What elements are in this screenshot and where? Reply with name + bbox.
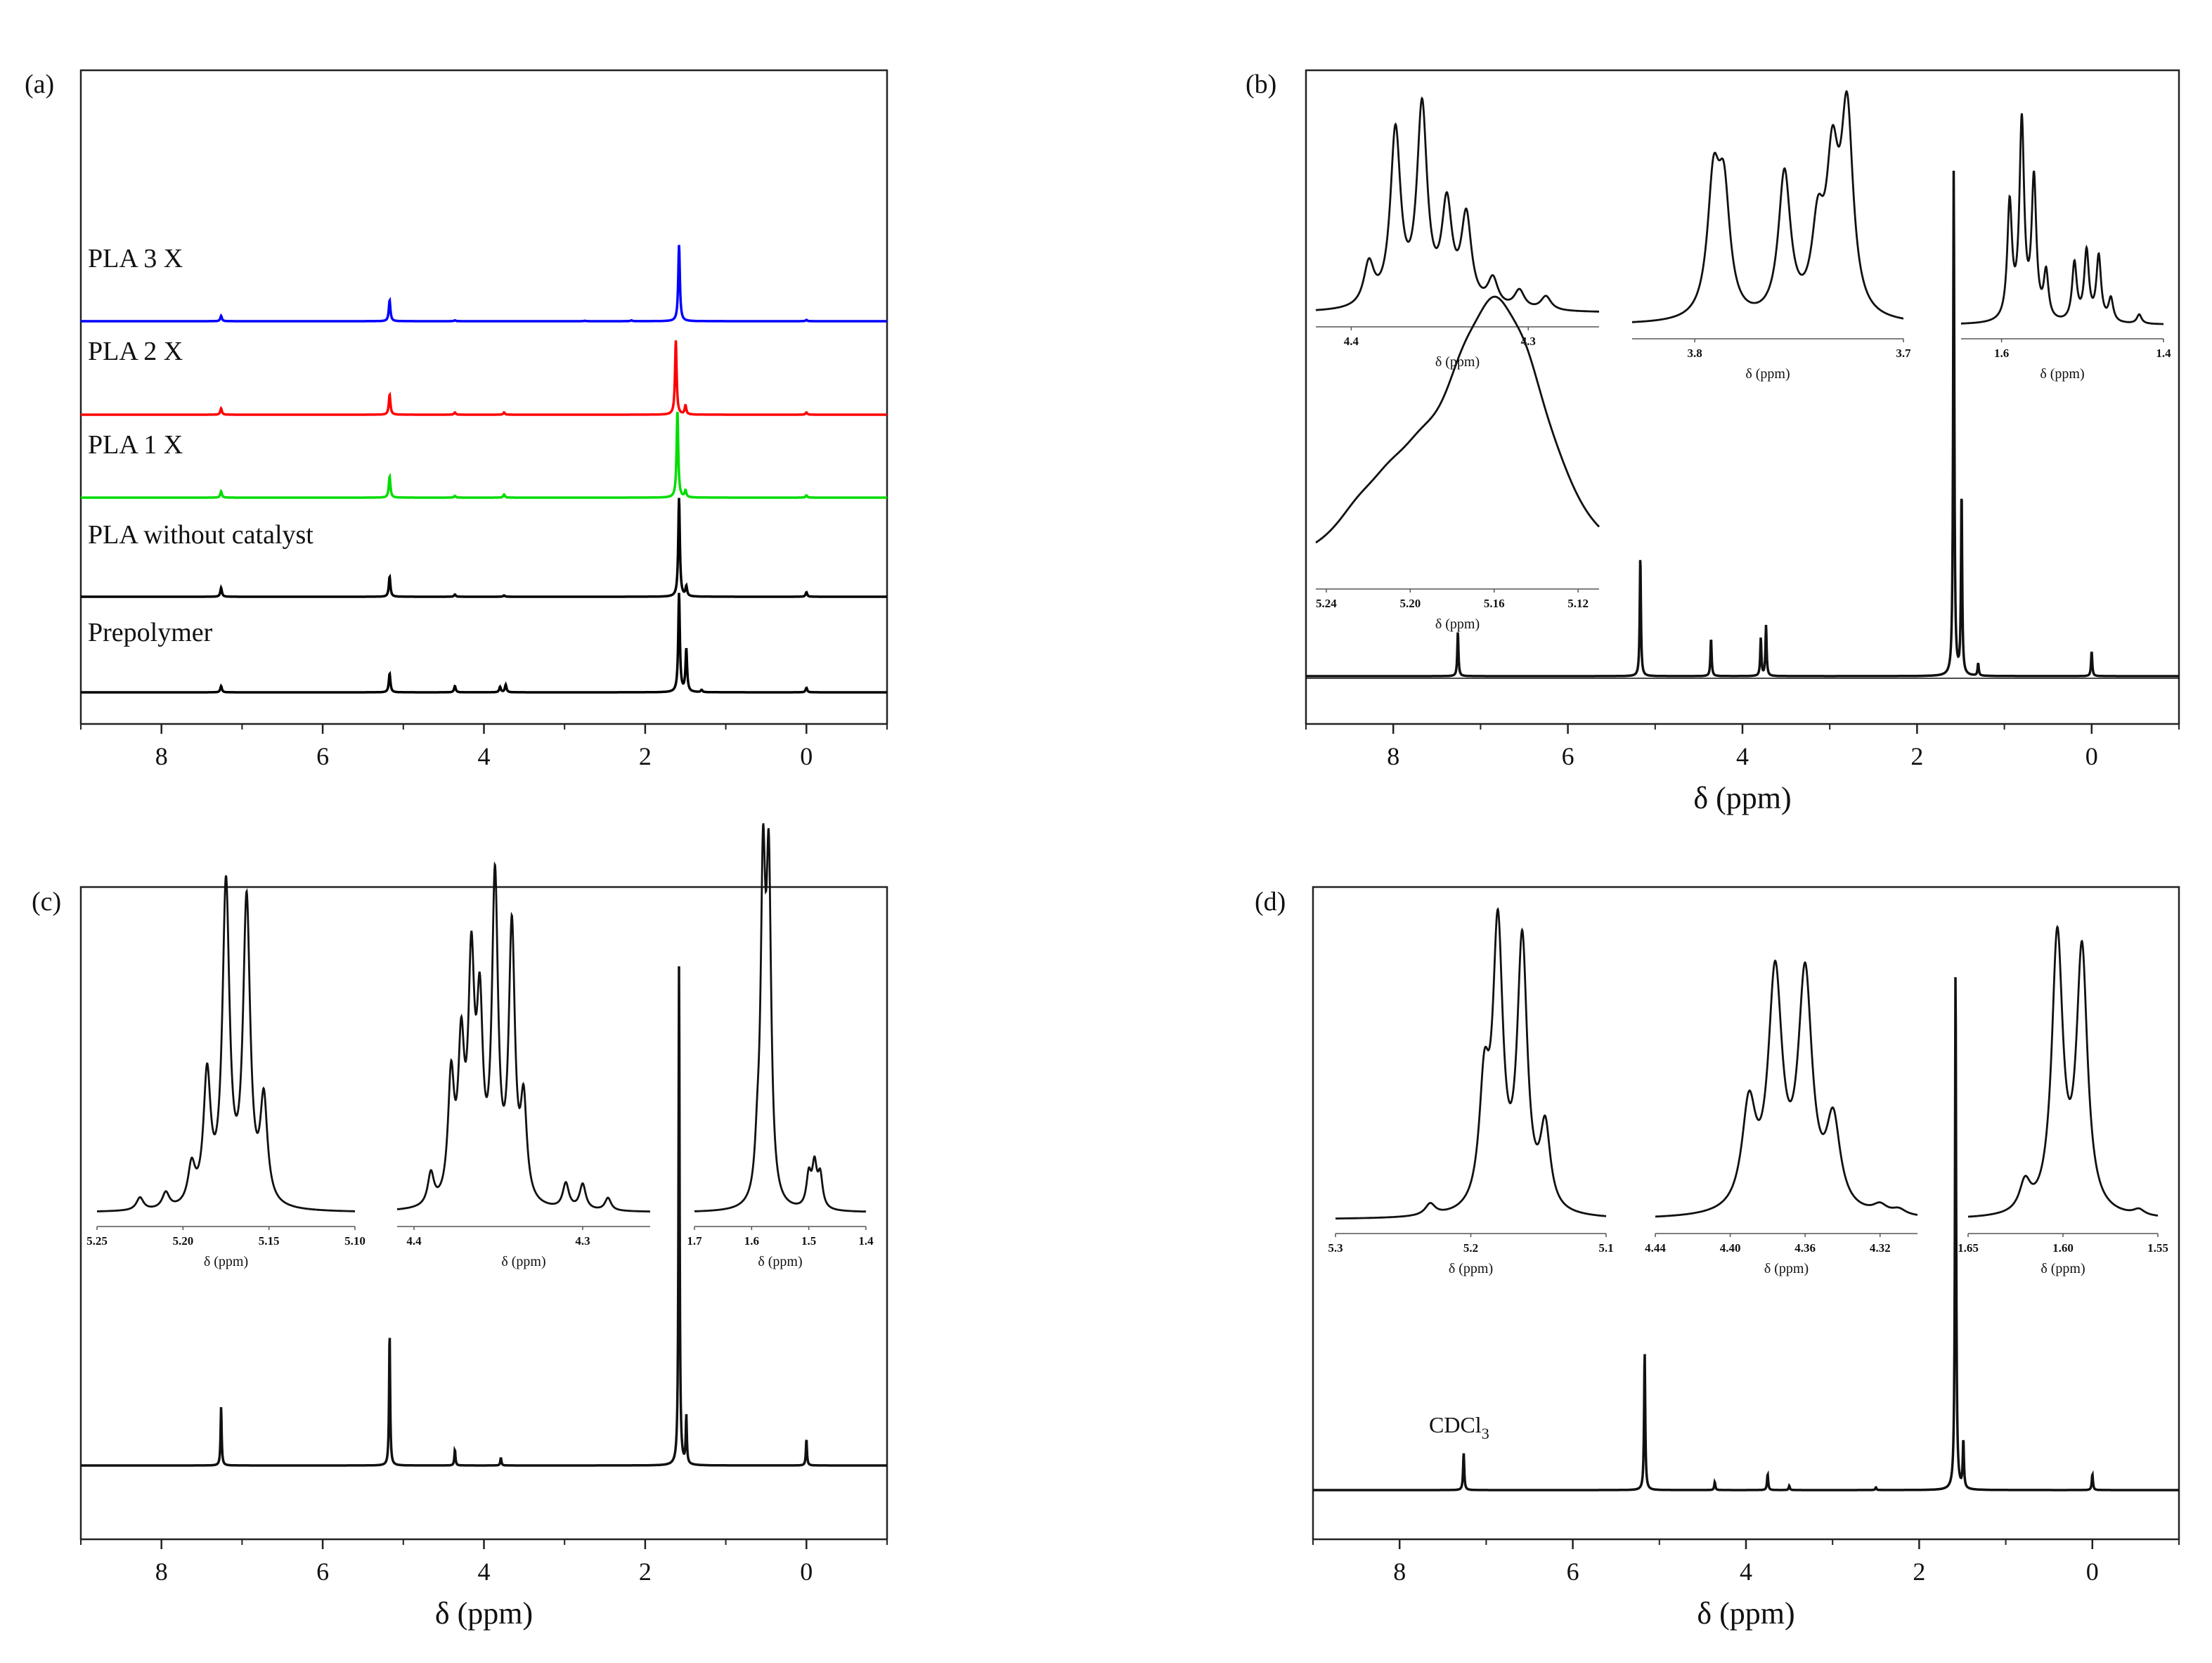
spectrum-line: [1306, 170, 2179, 678]
inset-x-label: δ (ppm): [1449, 1261, 1493, 1276]
series-label: PLA 2 X: [88, 337, 183, 366]
inset-tick-label: 5.24: [1316, 597, 1337, 610]
inset-tick-label: 5.1: [1598, 1241, 1613, 1255]
x-tick-label: 0: [2085, 742, 2098, 770]
panel-label: (c): [32, 887, 61, 917]
series-label: PLA without catalyst: [88, 520, 313, 550]
x-tick-label: 6: [1562, 742, 1574, 770]
panel-d: (d) 8 6 4 2 0 δ (ppm) 5.3 5.2 5.1 δ (ppm) 4.44 4.40 4…: [1255, 886, 2180, 1631]
x-tick-label: 2: [1913, 1558, 1925, 1586]
inset-x-label: δ (ppm): [758, 1254, 802, 1269]
x-tick-label: 2: [1910, 742, 1923, 770]
inset-tick-label: 1.4: [2156, 347, 2171, 360]
x-tick-label: 2: [639, 1558, 652, 1586]
inset-x-label: δ (ppm): [1435, 616, 1480, 632]
inset-tick-label: 5.10: [344, 1234, 366, 1248]
inset-spectrum-line: [1315, 295, 1600, 544]
inset-tick-label: 5.20: [172, 1234, 193, 1248]
inset-tick-label: 5.15: [259, 1234, 280, 1248]
inset-tick-label: 4.4: [406, 1234, 422, 1248]
inset-tick-label: 1.6: [744, 1234, 759, 1248]
inset-tick-label: 1.60: [2052, 1241, 2074, 1255]
panel-label: (a): [25, 70, 54, 99]
x-tick-label: 6: [316, 1558, 329, 1586]
x-tick-label: 0: [800, 1558, 813, 1586]
spectrum-line: [81, 411, 887, 499]
panel-label: (d): [1255, 887, 1286, 917]
x-axis-title: δ (ppm): [1697, 1596, 1794, 1631]
spectrum-line: [81, 593, 887, 694]
x-tick-label: 8: [1387, 742, 1399, 770]
inset-spectrum-line: [1968, 924, 2159, 1218]
inset-tick-label: 5.20: [1399, 597, 1421, 610]
x-tick-label: 0: [800, 742, 813, 770]
x-tick-label: 4: [478, 742, 491, 770]
x-tick-label: 4: [1736, 742, 1749, 770]
inset-spectrum-line: [1961, 113, 2164, 325]
inset-tick-label: 5.3: [1328, 1241, 1343, 1255]
inset-x-label: δ (ppm): [1745, 366, 1790, 382]
inset-tick-label: 1.55: [2147, 1241, 2168, 1255]
inset-tick-label: 5.2: [1463, 1241, 1478, 1255]
inset-tick-label: 1.5: [801, 1234, 816, 1248]
annotation-text: CDCl: [1429, 1412, 1482, 1437]
x-tick-label: 6: [1567, 1558, 1579, 1586]
inset-spectrum-line: [396, 861, 650, 1212]
inset-tick-label: 3.8: [1687, 347, 1702, 360]
panel-label: (b): [1246, 70, 1276, 99]
inset-tick-label: 1.7: [687, 1234, 702, 1248]
series-label: PLA 3 X: [88, 244, 183, 273]
x-tick-label: 4: [1740, 1558, 1752, 1586]
inset-tick-label: 4.4: [1344, 335, 1359, 348]
inset-tick-label: 5.25: [86, 1234, 108, 1248]
inset-tick-label: 1.6: [1994, 347, 2009, 360]
x-tick-label: 8: [155, 742, 168, 770]
x-tick-label: 4: [478, 1558, 491, 1586]
inset-spectrum-line: [1315, 96, 1599, 313]
x-tick-label: 2: [639, 742, 652, 770]
x-tick-label: 8: [1393, 1558, 1406, 1586]
inset-x-label: δ (ppm): [2040, 1261, 2085, 1276]
series-label: Prepolymer: [88, 618, 213, 647]
spectrum-line: [1313, 977, 2179, 1491]
inset-tick-label: 5.16: [1484, 597, 1505, 610]
inset-spectrum-line: [97, 875, 355, 1212]
x-tick-label: 8: [155, 1558, 168, 1586]
inset-x-label: δ (ppm): [501, 1254, 545, 1269]
inset-tick-label: 4.36: [1794, 1241, 1816, 1255]
inset-spectrum-line: [1335, 907, 1606, 1219]
inset-tick-label: 4.40: [1720, 1241, 1741, 1255]
inset-spectrum-line: [1632, 89, 1903, 323]
panel-a: (a) 8 6 4 2 0 PLA 3 X PLA 2 X PLA 1 X PLA without…: [25, 69, 888, 770]
inset-tick-label: 3.7: [1896, 347, 1911, 360]
plot-frame: [79, 886, 888, 1541]
plot-frame: [1312, 886, 2180, 1541]
inset-tick-label: 5.12: [1567, 597, 1589, 610]
inset-tick-label: 4.32: [1870, 1241, 1891, 1255]
inset-tick-label: 1.4: [858, 1234, 874, 1248]
inset-tick-label: 4.44: [1645, 1241, 1666, 1255]
panel-b: (b) 8 6 4 2 0 δ (ppm) 4.4 4.3 δ (ppm) 3.8 3.7 δ (ppm…: [1246, 69, 2180, 815]
inset-spectrum-line: [1655, 959, 1918, 1218]
inset-tick-label: 4.3: [1521, 335, 1536, 348]
annotation-subscript: 3: [1482, 1425, 1489, 1442]
spectrum-line: [81, 245, 887, 323]
inset-x-label: δ (ppm): [1764, 1261, 1809, 1276]
inset-tick-label: 1.65: [1958, 1241, 1979, 1255]
inset-spectrum-line: [694, 823, 867, 1213]
x-axis-title: δ (ppm): [435, 1596, 533, 1631]
panel-c: (c) 8 6 4 2 0 δ (ppm) 5.25 5.20 5.15 5.10 δ (ppm) 4.…: [32, 823, 888, 1631]
inset-x-label: δ (ppm): [2040, 366, 2084, 382]
x-axis-title: δ (ppm): [1693, 781, 1791, 815]
x-tick-label: 0: [2086, 1558, 2099, 1586]
inset-tick-label: 4.3: [575, 1234, 590, 1248]
x-tick-label: 6: [316, 742, 329, 770]
spectrum-line: [81, 498, 887, 598]
series-label: PLA 1 X: [88, 430, 183, 460]
inset-x-label: δ (ppm): [204, 1254, 248, 1269]
cdcl3-annotation: CDCl3: [1429, 1412, 1489, 1442]
spectrum-line: [81, 966, 887, 1467]
spectrum-line: [81, 340, 887, 416]
